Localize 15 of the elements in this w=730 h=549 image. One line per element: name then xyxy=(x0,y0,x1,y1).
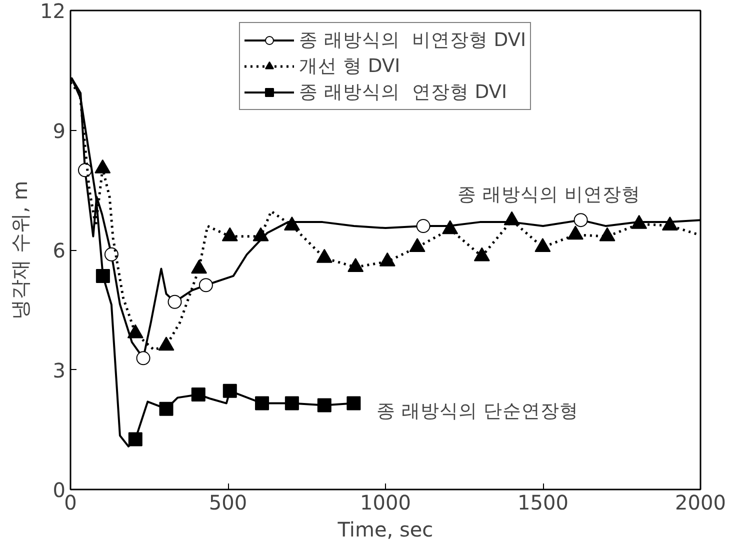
y-tick-label: 9 xyxy=(52,118,66,143)
x-tick-label: 2000 xyxy=(675,490,726,514)
y-tick-label: 12 xyxy=(40,0,66,23)
x-tick-label: 1000 xyxy=(360,490,411,514)
annotation: 종 래방식의 단순연장형 xyxy=(376,400,578,422)
annotation: 종 래방식의 비연장형 xyxy=(458,184,641,206)
x-tick-label: 500 xyxy=(208,490,248,514)
legend-label: 종 래방식의 비연장형 DVI xyxy=(298,29,526,53)
x-axis-title: Time, sec xyxy=(336,518,434,542)
legend-label: 종 래방식의 연장형 DVI xyxy=(298,81,508,105)
y-tick-label: 6 xyxy=(52,238,66,262)
legend-label: 개선 형 DVI xyxy=(298,55,400,79)
x-tick-label: 1500 xyxy=(518,490,568,514)
y-axis-title: 냉각재 수위, m xyxy=(8,180,32,320)
y-tick-label: 3 xyxy=(52,358,66,382)
